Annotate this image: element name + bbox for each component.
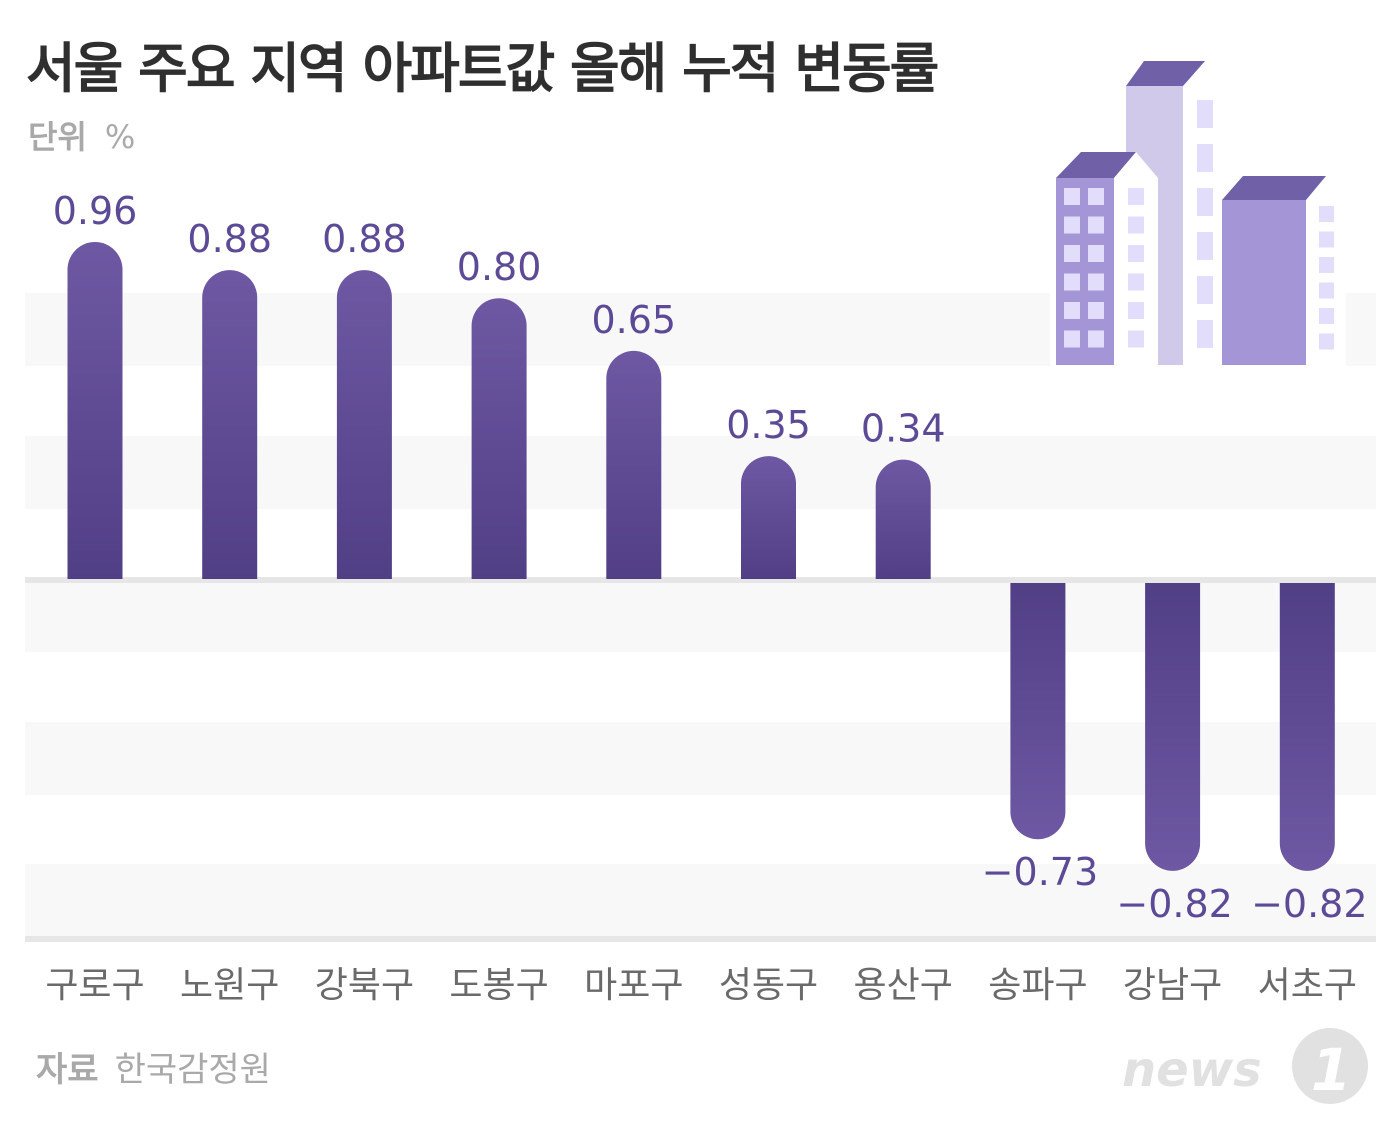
category-label: 도봉구 [449, 965, 548, 1006]
bar-송파구 [1010, 583, 1066, 840]
unit-caption: 단위 [28, 118, 87, 156]
category-label: 강북구 [315, 965, 414, 1006]
unit-label: 단위% [28, 112, 135, 158]
value-label: 0.35 [726, 403, 811, 447]
unit-value: % [104, 118, 136, 156]
chart-title: 서울 주요 지역 아파트값 올해 누적 변동률 [26, 37, 939, 100]
category-label: 용산구 [854, 965, 953, 1006]
value-label: 0.88 [187, 217, 272, 261]
grid-band [25, 864, 1376, 937]
source-value: 한국감정원 [114, 1050, 271, 1090]
source-label: 자료 한국감정원 [36, 1042, 271, 1091]
source-caption: 자료 [36, 1050, 99, 1090]
bar-성동구 [741, 456, 796, 579]
category-label: 강남구 [1123, 965, 1222, 1006]
value-label: 0.34 [861, 407, 946, 451]
category-label: 구로구 [45, 965, 144, 1006]
value-label: 0.96 [53, 189, 138, 233]
buildings-illustration [1050, 61, 1346, 366]
bar-강북구 [336, 270, 392, 579]
bar-강남구 [1145, 583, 1201, 871]
bar-도봉구 [471, 298, 527, 579]
value-label: −0.73 [982, 850, 1098, 894]
zero-axis-line [25, 577, 1376, 583]
bar-노원구 [202, 270, 258, 579]
value-label: 0.65 [591, 298, 676, 342]
bar-서초구 [1279, 583, 1335, 871]
news1-logo: news 1 [1122, 1028, 1368, 1104]
bar-마포구 [606, 350, 662, 579]
bar-용산구 [875, 459, 931, 579]
svg-text:1: 1 [1311, 1036, 1351, 1104]
bottom-axis-line [25, 936, 1376, 942]
value-label: 0.88 [322, 217, 407, 261]
value-label: −0.82 [1251, 882, 1367, 926]
category-label: 마포구 [584, 965, 683, 1006]
svg-text:news: news [1122, 1042, 1262, 1098]
category-label: 서초구 [1258, 965, 1357, 1006]
category-label: 성동구 [719, 965, 818, 1006]
category-label: 노원구 [180, 965, 279, 1006]
category-label: 송파구 [988, 965, 1087, 1006]
value-label: −0.82 [1116, 882, 1232, 926]
value-label: 0.80 [457, 245, 542, 289]
bar-구로구 [67, 242, 123, 580]
